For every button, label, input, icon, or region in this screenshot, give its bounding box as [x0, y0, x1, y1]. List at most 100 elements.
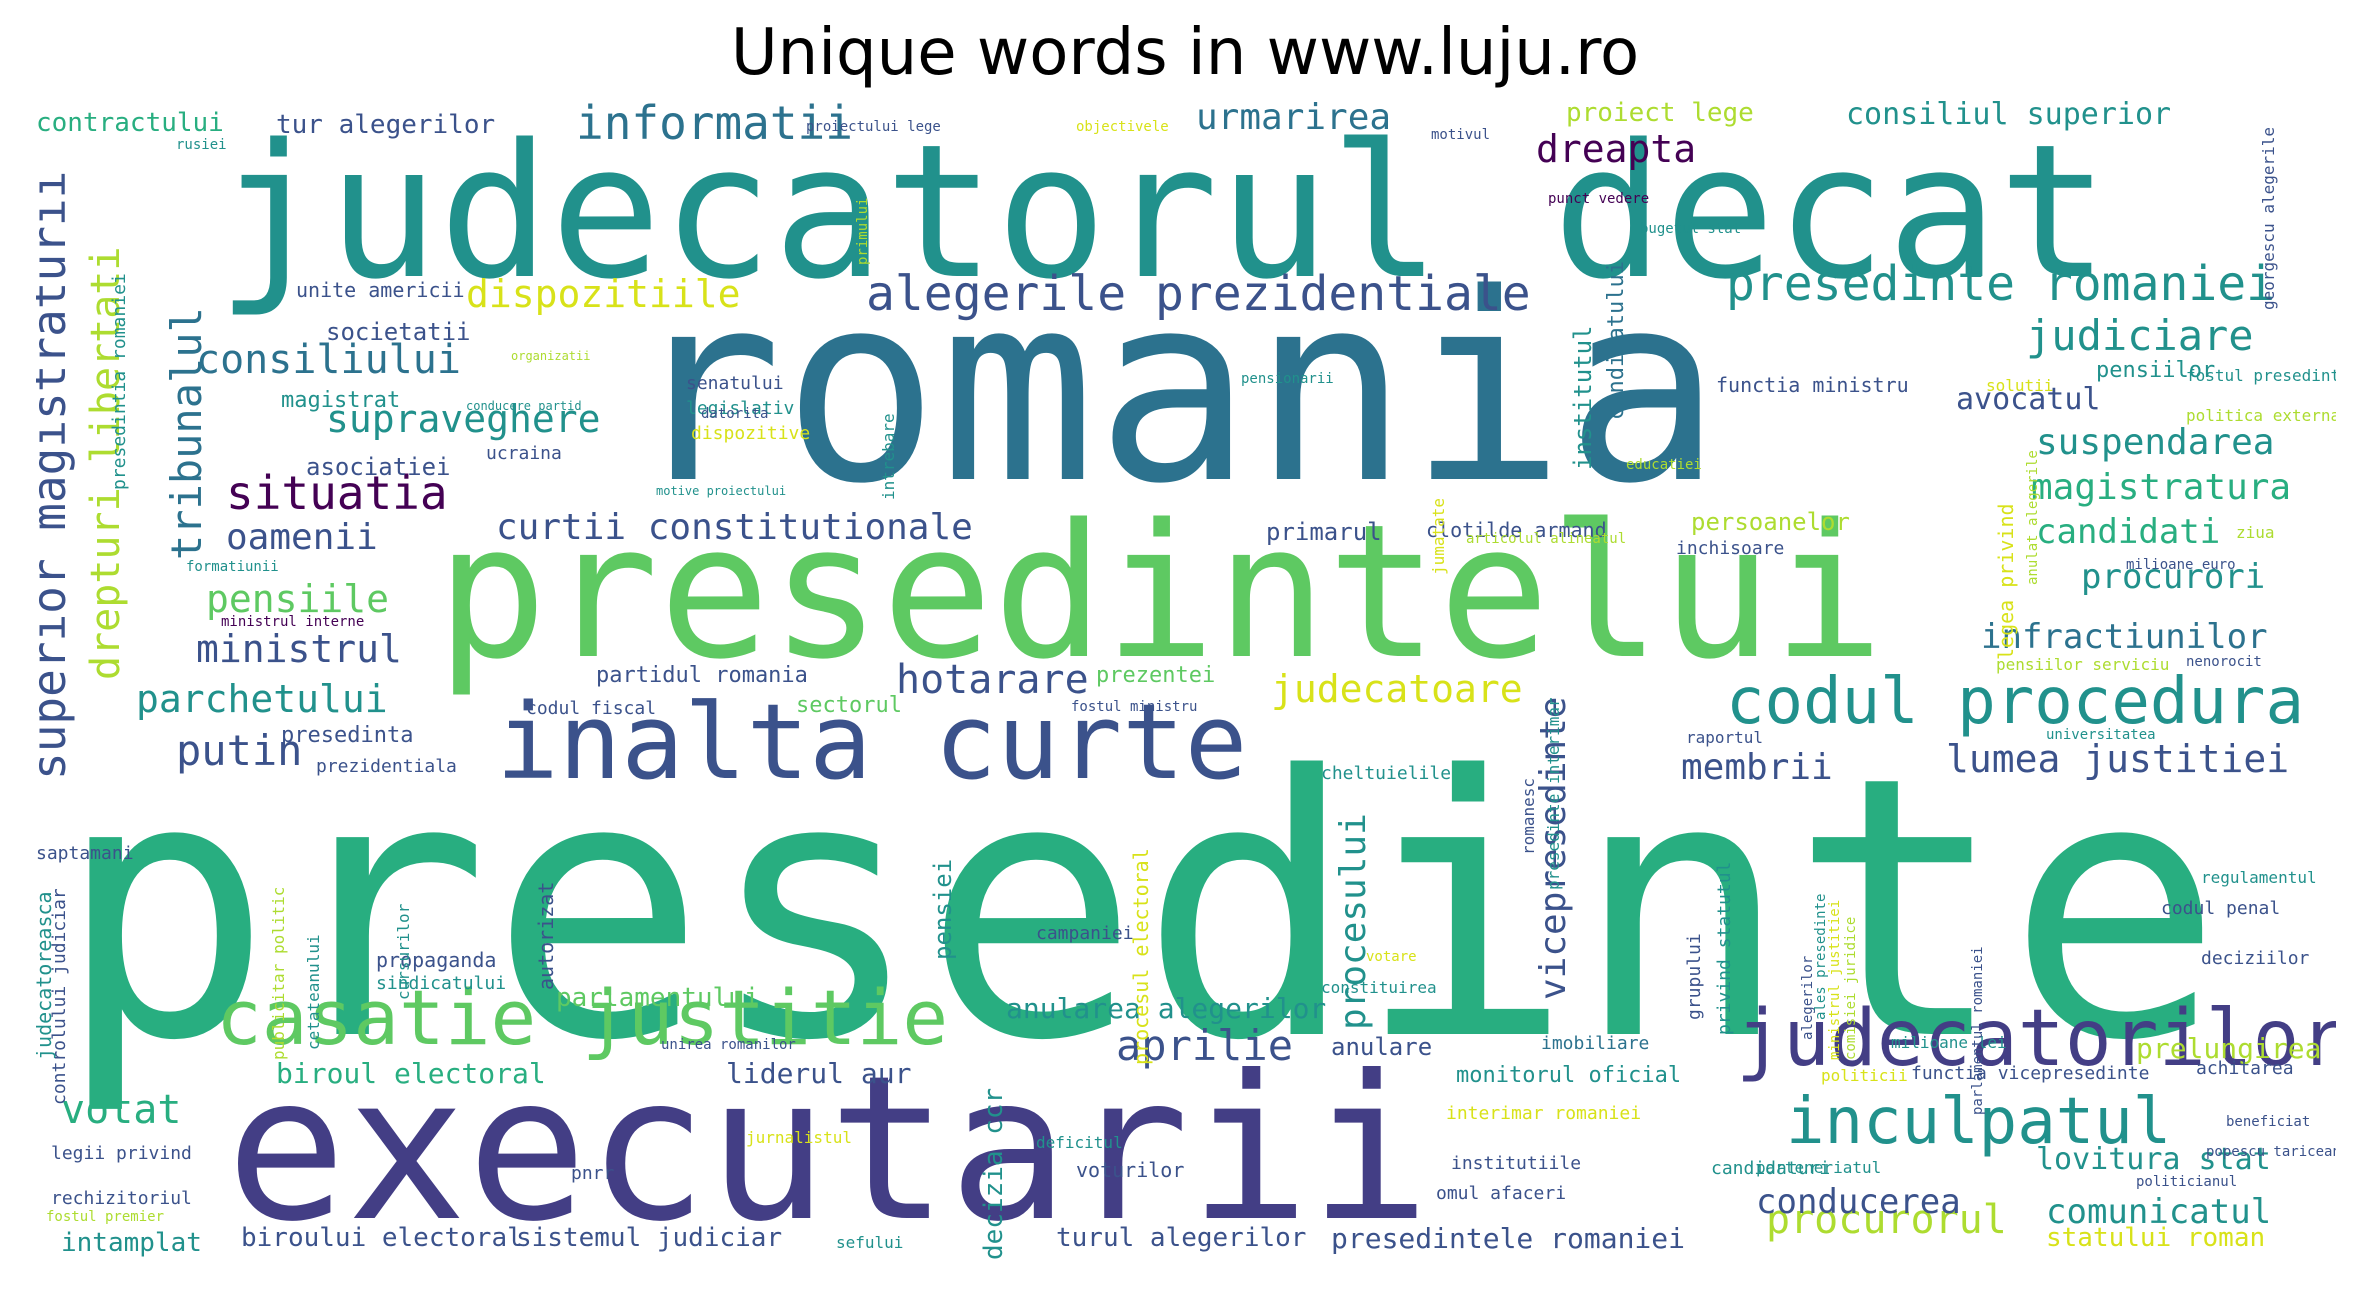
word: organizatii: [511, 349, 591, 363]
word: cursurilor: [394, 903, 413, 1000]
word: aprilie: [1116, 1021, 1294, 1070]
word: sectorul: [796, 693, 902, 718]
word: unirea romanilor: [661, 1037, 796, 1053]
word: senatului: [686, 373, 784, 394]
word: prelungirea: [2136, 1032, 2322, 1065]
word: judecatorul decat: [216, 104, 2110, 320]
word: functia vicepresedinte: [1911, 1063, 2150, 1084]
word: votat: [61, 1087, 182, 1133]
word: consiliul superior: [1846, 100, 2172, 132]
word: monitorul oficial: [1456, 1063, 1682, 1088]
word: constituirea: [1321, 978, 1437, 997]
word: grupului: [1684, 933, 1705, 1020]
word: politicianul: [2136, 1174, 2238, 1190]
word: prezentei: [1096, 663, 1216, 688]
word: motivul: [1431, 127, 1491, 143]
word: partidul romania: [596, 663, 808, 688]
word: magistratura: [2031, 467, 2292, 508]
word: comunicatul: [2046, 1192, 2272, 1232]
word: deficitul: [1036, 1133, 1123, 1152]
word: procurori: [2081, 557, 2266, 597]
word: pensiilor: [2096, 358, 2216, 383]
word: milioane euro: [2126, 557, 2236, 573]
word: statului roman: [2046, 1223, 2266, 1253]
word: pensiile: [206, 577, 390, 621]
word: universitatea: [2046, 727, 2156, 743]
word: inalta curte: [496, 681, 1248, 803]
word: nenorocit: [2186, 654, 2262, 670]
word: societatii: [326, 318, 471, 346]
word: institutiile: [1451, 1153, 1582, 1174]
word: liderul aur: [726, 1057, 912, 1090]
word: ministrul justitiei: [1827, 899, 1843, 1060]
word: ministrul: [196, 627, 402, 671]
word: inchisoare: [1676, 538, 1785, 559]
word: codul fiscal: [526, 698, 657, 719]
word: presedinte: [56, 700, 2224, 1119]
word: primului: [855, 197, 871, 265]
word: dispozitive: [691, 423, 811, 444]
word: presedintia romaniei: [109, 273, 130, 490]
word: candidati: [2036, 512, 2221, 552]
word: parteneriatul: [1756, 1158, 1882, 1177]
word: regulamentul: [2201, 868, 2317, 887]
word: georgescu alegerile: [2259, 126, 2278, 310]
word: parlamentul romaniei: [1970, 946, 1986, 1115]
word: sistemul judiciar: [516, 1223, 783, 1253]
word: proiectului lege: [806, 119, 941, 135]
word: decizia ccr: [979, 1087, 1009, 1260]
word: controlului judiciar: [49, 888, 70, 1105]
word: codul penal: [2161, 898, 2281, 919]
word: membrii: [1681, 747, 1833, 788]
word: judiciare: [2026, 311, 2254, 360]
word: cheltuielile: [1321, 763, 1452, 784]
word: magistrat: [281, 388, 401, 413]
word: politicii: [1821, 1066, 1908, 1085]
word: judecatoare: [1271, 667, 1523, 711]
word: situatia: [226, 466, 448, 520]
word: ales presedinte: [1813, 893, 1829, 1020]
word: consiliului: [196, 337, 461, 383]
word: saptamani: [36, 843, 134, 864]
word: procurorul: [1766, 1197, 2007, 1243]
word: legea privind: [1994, 503, 2018, 660]
word: asociatiei: [306, 453, 451, 481]
word: oamenii: [226, 517, 378, 558]
word: superior magistraturii: [36, 170, 76, 780]
word: romania: [626, 239, 1722, 541]
word: executarii: [226, 1033, 1431, 1266]
word: codul procedura: [1726, 665, 2304, 739]
word: parchetului: [136, 677, 388, 721]
word: putin: [176, 726, 303, 775]
word: lovitura stat: [2036, 1142, 2271, 1177]
word: legii privind: [51, 1143, 192, 1164]
word: fostul premier: [46, 1209, 165, 1225]
word: pensionarii: [1241, 371, 1334, 387]
word: datorita: [701, 406, 769, 422]
word: pensiilor serviciu: [1996, 655, 2170, 674]
word: clotilde armand: [1426, 518, 1607, 542]
word: institutul: [1569, 325, 1597, 471]
word: presedintelui: [436, 484, 1884, 700]
word: presedintele romaniei: [1331, 1222, 1686, 1255]
word: ziua: [2236, 523, 2275, 542]
word: suspendarea: [2036, 422, 2275, 463]
word: avocatul: [1956, 382, 2101, 417]
word: jumatate: [1429, 497, 1448, 575]
word: beneficiat: [2226, 1114, 2311, 1130]
word: autorizat: [534, 881, 558, 990]
word: procesului: [1333, 813, 1374, 1030]
word: imobiliare: [1541, 1033, 1650, 1054]
word: procesul electoral: [1129, 848, 1153, 1065]
word: propaganda: [376, 948, 497, 972]
page-title: Unique words in www.luju.ro: [730, 16, 1640, 90]
word: comisiei juridice: [1843, 916, 1859, 1060]
word: romanesc: [1519, 777, 1538, 855]
word: unite americii: [296, 278, 465, 302]
word: milioane lei: [1891, 1033, 2007, 1052]
word: turul alegerilor: [1056, 1223, 1307, 1253]
word: interimar romaniei: [1446, 1103, 1642, 1124]
word: casatie justitie: [216, 973, 949, 1062]
word: legislativ: [686, 398, 795, 419]
word: bugetul stat: [1640, 221, 1742, 237]
